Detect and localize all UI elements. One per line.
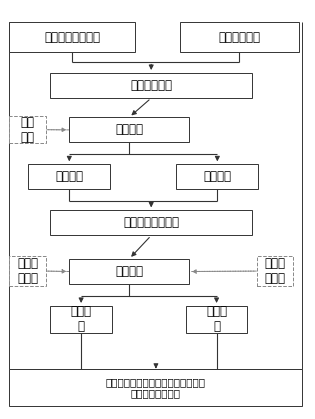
FancyBboxPatch shape [50,210,252,235]
Text: 细菌觅
食算法: 细菌觅 食算法 [264,257,285,285]
FancyBboxPatch shape [257,256,293,286]
FancyBboxPatch shape [50,306,112,333]
Text: 变量定义: 变量定义 [115,123,143,137]
FancyBboxPatch shape [180,22,299,52]
FancyBboxPatch shape [9,256,46,286]
Text: 乘客出行空间分布: 乘客出行空间分布 [44,31,100,44]
FancyBboxPatch shape [186,306,247,333]
Text: 约束条件: 约束条件 [55,170,83,184]
Text: 群体随
机算法: 群体随 机算法 [17,257,38,285]
FancyBboxPatch shape [176,164,258,189]
Text: 模型
假设: 模型 假设 [20,116,35,144]
FancyBboxPatch shape [9,22,135,52]
Text: 选址布局优化模型: 选址布局优化模型 [123,216,179,230]
Text: 算法参
数: 算法参 数 [206,305,227,334]
FancyBboxPatch shape [69,259,189,284]
Text: 目标函数: 目标函数 [203,170,231,184]
FancyBboxPatch shape [69,117,189,142]
Text: 道路拓扑结构: 道路拓扑结构 [218,31,261,44]
FancyBboxPatch shape [9,369,302,406]
FancyBboxPatch shape [50,73,252,98]
Text: 候选站点集合: 候选站点集合 [130,79,172,92]
Text: 混合算法: 混合算法 [115,265,143,278]
Text: 进行参数灵敏度分析，选址最佳公交
站点选址布局方案: 进行参数灵敏度分析，选址最佳公交 站点选址布局方案 [106,377,206,398]
Text: 模型参
数: 模型参 数 [71,305,92,334]
FancyBboxPatch shape [9,116,46,143]
FancyBboxPatch shape [28,164,110,189]
